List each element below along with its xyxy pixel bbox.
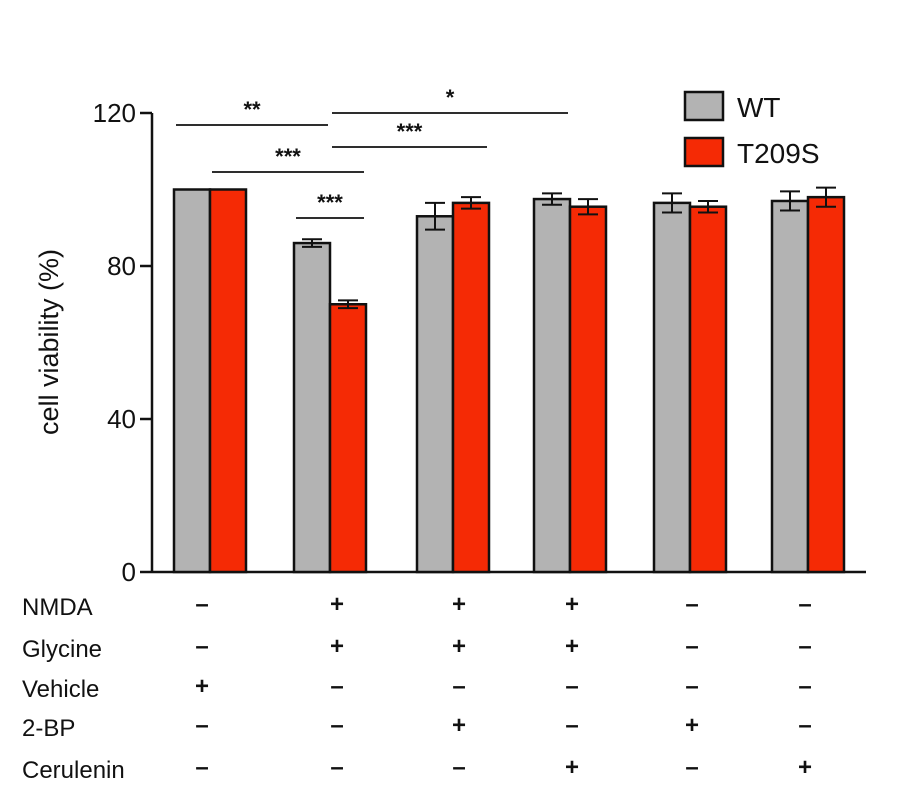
error-bar-t209s-group-2 bbox=[338, 299, 358, 310]
significance-bracket: *** bbox=[212, 144, 364, 173]
significance-label: *** bbox=[397, 119, 423, 144]
y-tick-label: 80 bbox=[107, 251, 136, 281]
condition-symbol: – bbox=[685, 591, 698, 618]
condition-row-2-bp: 2-BP – – + – + – bbox=[22, 712, 812, 742]
condition-symbol: – bbox=[195, 712, 208, 739]
significance-bracket: *** bbox=[296, 190, 364, 219]
y-tick-label: 40 bbox=[107, 404, 136, 434]
condition-label: Glycine bbox=[22, 636, 102, 663]
significance-label: ** bbox=[243, 97, 261, 122]
significance-brackets: ** ********** bbox=[176, 85, 568, 219]
condition-symbol: – bbox=[452, 754, 465, 781]
y-tick-label: 120 bbox=[93, 98, 136, 128]
legend: WT T209S bbox=[683, 90, 820, 169]
condition-row-glycine: Glycine – + + + – – bbox=[22, 633, 812, 663]
condition-symbol: – bbox=[685, 673, 698, 700]
significance-bracket: *** bbox=[332, 119, 487, 148]
bar-t209s-group-3 bbox=[451, 201, 491, 574]
condition-row-nmda: NMDA – + + + – – bbox=[22, 591, 812, 621]
condition-label: NMDA bbox=[22, 594, 93, 621]
condition-symbol: + bbox=[565, 591, 579, 618]
significance-label: *** bbox=[317, 190, 343, 215]
legend-swatch bbox=[683, 136, 725, 168]
bar-t209s-group-4 bbox=[568, 205, 608, 574]
condition-symbol: – bbox=[798, 712, 811, 739]
significance-label: *** bbox=[275, 144, 301, 169]
y-axis-label: cell viability (%) bbox=[34, 249, 64, 435]
condition-symbol: – bbox=[330, 712, 343, 739]
condition-table: NMDA – + + + – –Glycine – + + + – –Vehicle + – – – – –2-BP… bbox=[22, 591, 812, 784]
condition-symbol: – bbox=[685, 754, 698, 781]
condition-symbol: + bbox=[452, 633, 466, 660]
condition-symbol: + bbox=[798, 754, 812, 781]
condition-row-cerulenin: Cerulenin – – – + – + bbox=[22, 754, 812, 784]
condition-symbol: – bbox=[195, 633, 208, 660]
error-bars bbox=[302, 186, 836, 310]
bar-wt-group-5 bbox=[652, 201, 692, 574]
error-bar-wt-group-2 bbox=[302, 238, 322, 248]
condition-symbol: + bbox=[685, 712, 699, 739]
error-bar-t209s-group-6 bbox=[816, 186, 836, 208]
condition-symbol: + bbox=[565, 633, 579, 660]
legend-item-t209s: T209S bbox=[683, 136, 820, 169]
condition-label: Vehicle bbox=[22, 676, 99, 703]
condition-label: 2-BP bbox=[22, 715, 75, 742]
error-bar-wt-group-5 bbox=[662, 192, 682, 214]
condition-symbol: + bbox=[195, 673, 209, 700]
bar-t209s-group-6 bbox=[806, 195, 846, 574]
y-tick-label: 0 bbox=[122, 557, 136, 587]
condition-symbol: – bbox=[330, 754, 343, 781]
condition-symbol: + bbox=[330, 591, 344, 618]
significance-bracket: * bbox=[332, 85, 568, 114]
condition-symbol: – bbox=[685, 633, 698, 660]
condition-symbol: + bbox=[452, 712, 466, 739]
condition-symbol: – bbox=[195, 591, 208, 618]
bar-wt-group-6 bbox=[770, 199, 810, 574]
legend-item-wt: WT bbox=[683, 90, 781, 123]
bar-wt-group-4 bbox=[532, 197, 572, 574]
bar-t209s-group-5 bbox=[688, 205, 728, 574]
condition-symbol: – bbox=[565, 712, 578, 739]
significance-bracket: ** bbox=[176, 97, 328, 126]
error-bar-wt-group-6 bbox=[780, 190, 800, 212]
significance-label: * bbox=[446, 85, 455, 110]
condition-symbol: – bbox=[798, 591, 811, 618]
error-bar-t209s-group-3 bbox=[461, 196, 481, 210]
condition-symbol: – bbox=[195, 754, 208, 781]
legend-swatch bbox=[683, 90, 725, 122]
error-bar-t209s-group-5 bbox=[698, 199, 718, 214]
condition-symbol: – bbox=[798, 673, 811, 700]
legend-label: T209S bbox=[737, 138, 820, 169]
condition-symbol: + bbox=[565, 754, 579, 781]
bar-wt-group-2 bbox=[292, 241, 332, 574]
bar-wt-group-1 bbox=[172, 188, 212, 574]
condition-symbol: – bbox=[330, 673, 343, 700]
bars bbox=[172, 188, 846, 574]
condition-label: Cerulenin bbox=[22, 757, 125, 784]
bar-t209s-group-2 bbox=[328, 303, 368, 574]
legend-label: WT bbox=[737, 92, 781, 123]
error-bar-wt-group-3 bbox=[425, 201, 445, 231]
condition-symbol: – bbox=[452, 673, 465, 700]
error-bar-wt-group-4 bbox=[542, 192, 562, 206]
bar-wt-group-3 bbox=[415, 215, 455, 574]
y-axis: 0 40 80 120 bbox=[93, 98, 866, 587]
bar-t209s-group-1 bbox=[208, 188, 248, 574]
condition-symbol: + bbox=[330, 633, 344, 660]
condition-symbol: – bbox=[565, 673, 578, 700]
error-bar-t209s-group-4 bbox=[578, 198, 598, 216]
condition-symbol: + bbox=[452, 591, 466, 618]
condition-row-vehicle: Vehicle + – – – – – bbox=[22, 673, 812, 703]
condition-symbol: – bbox=[798, 633, 811, 660]
